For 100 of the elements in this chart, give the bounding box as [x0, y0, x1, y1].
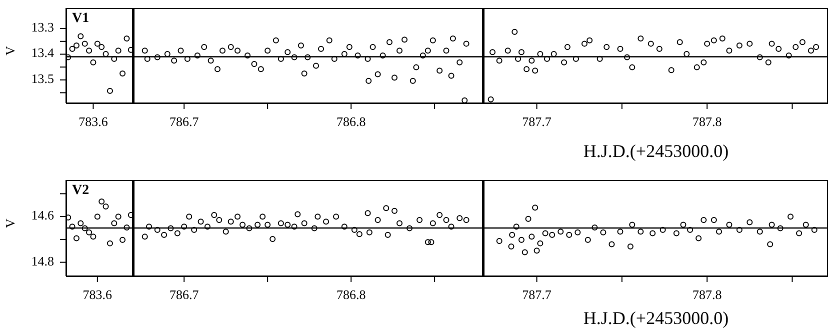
annotation: V2: [72, 183, 90, 199]
point: [383, 205, 390, 212]
point: [673, 230, 680, 236]
point: [186, 214, 192, 220]
point: [756, 228, 763, 235]
y-axis-title: V: [2, 218, 18, 228]
point: [561, 59, 568, 66]
point: [313, 62, 320, 69]
point: [496, 238, 502, 244]
point: [660, 226, 666, 233]
point: [102, 50, 109, 57]
point: [584, 236, 591, 243]
point: [366, 78, 372, 84]
point: [69, 46, 76, 52]
point: [509, 232, 516, 238]
point: [558, 228, 564, 235]
point: [98, 198, 105, 204]
point: [549, 232, 556, 238]
point: [627, 244, 634, 250]
point: [694, 64, 700, 70]
point: [351, 226, 358, 233]
point: [234, 48, 241, 54]
point: [234, 214, 241, 220]
point: [102, 204, 109, 210]
point: [765, 59, 772, 66]
point: [456, 215, 463, 222]
point: [581, 40, 588, 47]
point: [811, 226, 818, 233]
point: [270, 236, 276, 242]
point: [284, 222, 291, 228]
point: [120, 236, 126, 243]
point: [115, 214, 122, 220]
point: [228, 218, 234, 225]
point: [341, 50, 348, 57]
point: [406, 225, 413, 232]
point: [124, 36, 130, 42]
annotation: V1: [72, 11, 90, 27]
point: [78, 220, 84, 226]
point: [488, 96, 494, 102]
point: [786, 52, 792, 58]
point: [366, 229, 372, 236]
point: [111, 220, 118, 226]
point: [386, 39, 392, 46]
point: [164, 50, 170, 57]
point: [356, 231, 362, 238]
point: [146, 224, 152, 230]
point: [208, 58, 214, 64]
point: [191, 226, 198, 233]
x-tick-label: 786.7: [169, 114, 200, 129]
point: [629, 222, 636, 228]
point: [525, 216, 532, 222]
point: [528, 58, 535, 64]
point: [808, 48, 814, 54]
point: [86, 48, 92, 54]
point: [291, 54, 298, 60]
point: [574, 229, 581, 236]
point: [115, 48, 122, 54]
point: [392, 208, 398, 214]
point: [354, 52, 361, 58]
point: [513, 224, 520, 230]
point: [251, 60, 258, 67]
point: [756, 54, 763, 60]
point: [534, 248, 540, 254]
point: [777, 225, 784, 232]
point: [341, 224, 348, 230]
point: [181, 224, 188, 230]
x-tick-label: 783.6: [78, 114, 108, 129]
y-tick-label: 14.6: [31, 208, 54, 223]
point: [111, 56, 118, 62]
point: [220, 48, 226, 54]
point: [687, 226, 694, 233]
point: [537, 50, 544, 57]
point: [524, 66, 530, 72]
point: [392, 74, 398, 81]
point: [416, 217, 423, 223]
point: [456, 59, 463, 66]
point: [463, 40, 470, 47]
point: [301, 220, 308, 226]
point: [532, 68, 538, 74]
point: [194, 52, 200, 58]
point: [314, 214, 321, 220]
point: [768, 40, 775, 47]
point: [82, 40, 88, 47]
point: [402, 36, 408, 43]
point: [428, 239, 434, 246]
point: [204, 224, 210, 230]
point: [120, 70, 126, 76]
point: [542, 230, 548, 236]
point: [228, 44, 234, 50]
point: [264, 222, 271, 228]
point: [736, 226, 742, 233]
point: [73, 42, 80, 48]
point: [106, 240, 113, 246]
point: [214, 66, 220, 72]
point: [522, 249, 528, 256]
point: [736, 42, 742, 48]
point: [443, 48, 450, 54]
point: [90, 234, 96, 240]
point: [604, 44, 610, 50]
x-tick-label: 787.7: [522, 286, 552, 302]
